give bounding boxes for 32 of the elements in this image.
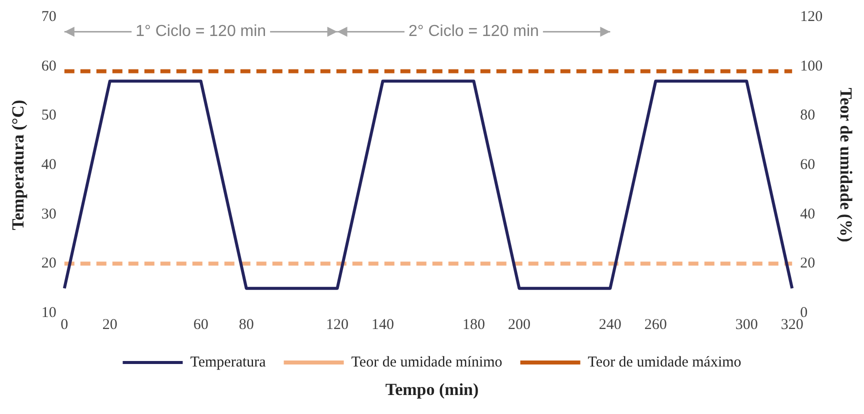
y-tick-label: 70 <box>41 8 56 25</box>
y2-tick-label: 40 <box>800 206 816 222</box>
x-tick-label: 20 <box>102 316 118 333</box>
legend-label: Teor de umidade máximo <box>588 354 742 370</box>
y-tick-label: 40 <box>41 156 56 173</box>
annotation: 2° Ciclo = 120 min <box>408 23 539 40</box>
x-tick-label: 140 <box>372 316 394 333</box>
y2-tick-label: 20 <box>800 256 816 272</box>
x-tick-label: 200 <box>508 316 530 333</box>
y-tick-label: 50 <box>41 108 56 124</box>
x-tick-label: 180 <box>462 316 485 333</box>
x-tick-label: 0 <box>60 316 68 333</box>
legend-label: Teor de umidade mínimo <box>351 354 502 370</box>
x-axis-title: Tempo (min) <box>384 380 480 400</box>
legend-label: Temperatura <box>190 354 266 370</box>
y2-tick-label: 100 <box>800 58 823 74</box>
x-tick-label: 240 <box>598 316 622 333</box>
x-tick-label: 60 <box>193 316 208 333</box>
y2-tick-label: 60 <box>800 156 816 173</box>
y2-tick-label: 120 <box>800 8 823 25</box>
y-tick-label: 30 <box>41 206 56 222</box>
y2-axis-title: Teor de umidade (%) <box>836 88 856 242</box>
x-tick-label: 260 <box>644 316 667 333</box>
y-tick-label: 60 <box>41 58 56 74</box>
x-tick-label: 300 <box>735 316 758 333</box>
y-tick-label: 10 <box>41 304 56 321</box>
y-tick-label: 20 <box>41 256 56 272</box>
y-axis-title: Temperatura (°C) <box>8 100 28 230</box>
y2-tick-label: 80 <box>800 108 816 124</box>
x-tick-label: 120 <box>326 316 349 333</box>
x-tick-label: 80 <box>238 316 254 333</box>
annotation: 1° Ciclo = 120 min <box>136 23 266 40</box>
